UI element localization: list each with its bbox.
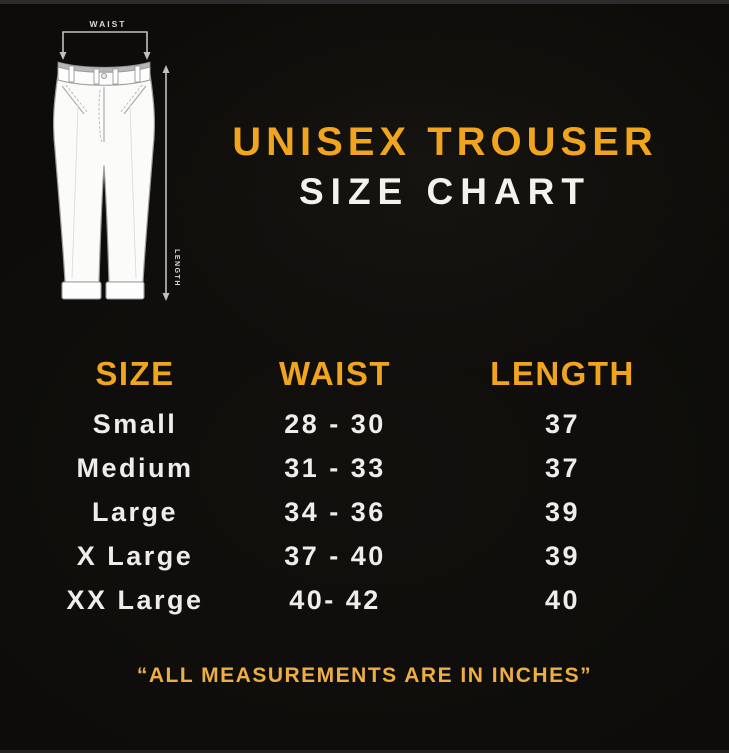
photo-edge-bottom xyxy=(0,750,729,753)
length-cell: 40 xyxy=(544,585,581,615)
length-cell: 37 xyxy=(544,409,581,439)
waist-cell: 28 - 30 xyxy=(284,409,386,439)
size-cell: Large xyxy=(91,497,179,527)
waist-cell: 37 - 40 xyxy=(284,541,386,571)
page-subtitle: SIZE CHART xyxy=(299,171,591,212)
size-table: SIZE WAIST LENGTH Small 28 - 30 37 Mediu… xyxy=(40,352,685,622)
waist-cell: 40- 42 xyxy=(289,585,381,615)
column-header-waist: WAIST xyxy=(279,355,391,392)
page-title: UNISEX TROUSER xyxy=(232,120,658,164)
waist-dimension-label: WAIST xyxy=(90,19,127,29)
heading-block: UNISEX TROUSER SIZE CHART xyxy=(180,122,710,210)
column-header-size: SIZE xyxy=(95,355,175,392)
waist-arrowhead-left xyxy=(59,52,67,60)
waist-cell: 31 - 33 xyxy=(284,453,386,483)
length-dimension-label: LENGTH xyxy=(173,249,180,287)
photo-edge-top xyxy=(0,0,729,4)
waist-cell: 34 - 36 xyxy=(284,497,386,527)
measurements-note: “ALL MEASUREMENTS ARE IN INCHES” xyxy=(136,664,593,687)
table-row: XX Large 40- 42 40 xyxy=(40,578,685,622)
trouser-illustration: WAIST xyxy=(52,19,180,301)
table-row: Small 28 - 30 37 xyxy=(40,402,685,446)
size-cell: Small xyxy=(92,409,178,439)
length-cell: 37 xyxy=(544,453,581,483)
size-cell: X Large xyxy=(76,541,194,571)
length-cell: 39 xyxy=(544,497,581,527)
waist-arrow xyxy=(62,31,148,54)
table-header-row: SIZE WAIST LENGTH xyxy=(40,352,685,402)
column-header-length: LENGTH xyxy=(490,355,635,392)
table-row: X Large 37 - 40 39 xyxy=(40,534,685,578)
trouser-drawing xyxy=(52,61,156,300)
table-row: Large 34 - 36 39 xyxy=(40,490,685,534)
length-cell: 39 xyxy=(544,541,581,571)
table-row: Medium 31 - 33 37 xyxy=(40,446,685,490)
size-cell: XX Large xyxy=(66,585,204,615)
size-cell: Medium xyxy=(76,453,194,483)
length-arrow xyxy=(162,65,170,301)
waist-arrowhead-right xyxy=(143,52,151,60)
